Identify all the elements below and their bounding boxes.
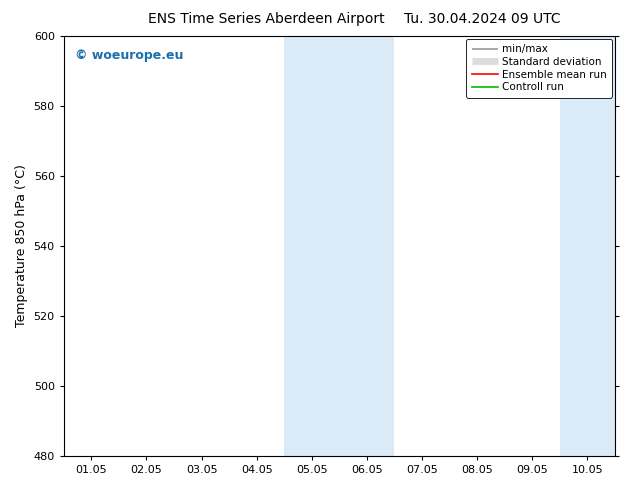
Bar (284, 36, 394, 456)
Text: © woeurope.eu: © woeurope.eu (75, 49, 183, 62)
Y-axis label: Temperature 850 hPa (°C): Temperature 850 hPa (°C) (15, 165, 28, 327)
Text: ENS Time Series Aberdeen Airport: ENS Time Series Aberdeen Airport (148, 12, 385, 26)
Bar (560, 36, 615, 456)
Text: Tu. 30.04.2024 09 UTC: Tu. 30.04.2024 09 UTC (403, 12, 560, 26)
Legend: min/max, Standard deviation, Ensemble mean run, Controll run: min/max, Standard deviation, Ensemble me… (467, 39, 612, 98)
